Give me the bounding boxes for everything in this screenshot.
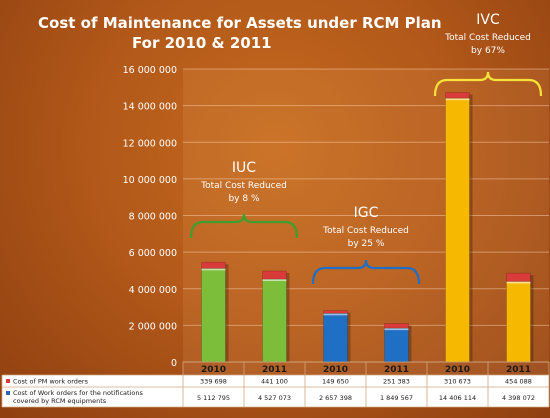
table-cell-pm: 339 698 [200, 378, 227, 386]
bar-highlight [262, 279, 287, 282]
table-cell-work-orders: 1 849 567 [380, 394, 413, 402]
legend-wo-label-line1: Cost of Work orders for the notification… [13, 389, 143, 397]
bar-highlight [323, 313, 348, 316]
y-tick-label: 16 000 000 [123, 65, 177, 76]
y-tick-label: 8 000 000 [129, 212, 177, 223]
bar-pm-igc-2011 [384, 323, 409, 329]
bracket-ivc [433, 71, 543, 97]
legend-pm-marker [6, 379, 10, 383]
table-header-year: 2010 [323, 365, 348, 375]
table-cell-pm: 149 650 [322, 378, 349, 386]
legend-wo-label: Cost of Work orders for the notification… [13, 389, 143, 405]
bar-highlight [445, 98, 470, 101]
table-cell-pm: 251 383 [383, 378, 410, 386]
group-label-ivc: IVC [476, 12, 500, 28]
group-note-line2-ivc: by 67% [471, 46, 505, 56]
bar-highlight [506, 281, 531, 284]
annotations: IUC Total Cost Reduced by 8 % IGC Total Cost… [189, 12, 543, 285]
y-axis: 0 2 000 000 4 000 000 6 000 000 8 000 000 10 … [123, 65, 177, 369]
bracket-iuc [189, 213, 299, 239]
legend-wo-label-line2: covered by RCM equipments [13, 397, 107, 405]
bar-work-orders-igc-2010 [323, 313, 348, 363]
group-label-iuc: IUC [232, 160, 256, 176]
bar-pm-igc-2010 [323, 310, 348, 314]
bar-work-orders-ivc-2010 [445, 97, 470, 363]
group-note-line2-iuc: by 8 % [228, 194, 259, 204]
table-cell-pm: 454 088 [505, 378, 532, 386]
y-tick-label: 0 [171, 358, 177, 369]
table-cell-work-orders: 5 112 795 [197, 394, 230, 402]
y-tick-label: 12 000 000 [123, 138, 177, 149]
y-tick-label: 14 000 000 [123, 102, 177, 113]
bar-highlight [201, 268, 226, 271]
table-header-year: 2011 [384, 365, 409, 375]
bar-pm-ivc-2011 [506, 272, 531, 282]
bars [201, 92, 534, 363]
group-note-line1-iuc: Total Cost Reduced [200, 181, 287, 191]
table-header-year: 2011 [506, 365, 531, 375]
y-tick-label: 6 000 000 [129, 248, 177, 259]
legend-pm-label: Cost of PM work orders [13, 378, 89, 386]
table-cell-work-orders: 4 527 073 [258, 394, 291, 402]
bar-work-orders-ivc-2011 [506, 281, 531, 363]
table-cell-work-orders: 2 657 398 [319, 394, 352, 402]
bar-work-orders-iuc-2011 [262, 278, 287, 363]
grid [183, 68, 549, 363]
table-cell-pm: 441 100 [261, 378, 288, 386]
legend-wo-marker [6, 391, 10, 395]
table-header-year: 2010 [445, 365, 470, 375]
bar-work-orders-igc-2011 [384, 327, 409, 363]
table-header-year: 2010 [201, 365, 226, 375]
bar-work-orders-iuc-2010 [201, 268, 226, 363]
bar-pm-iuc-2011 [262, 270, 287, 280]
group-note-line2-igc: by 25 % [348, 239, 385, 249]
table-background [2, 375, 549, 407]
table-cell-work-orders: 14 406 114 [439, 394, 476, 402]
table-cell-work-orders: 4 398 072 [502, 394, 535, 402]
bar-highlight [384, 328, 409, 331]
group-note-line1-ivc: Total Cost Reduced [444, 33, 531, 43]
chart-title-line1: Cost of Maintenance for Assets under RCM… [38, 14, 442, 32]
bar-pm-ivc-2010 [445, 92, 470, 99]
group-label-igc: IGC [354, 205, 379, 221]
y-tick-label: 4 000 000 [129, 285, 177, 296]
bracket-igc [311, 259, 421, 285]
table-cell-pm: 310 673 [444, 378, 471, 386]
group-note-line1-igc: Total Cost Reduced [322, 226, 409, 236]
table-header-year: 2011 [262, 365, 287, 375]
data-table: 2010 2011 2010 2011 2010 2011 Cost of PM work … [1, 361, 550, 408]
y-tick-label: 10 000 000 [123, 175, 177, 186]
y-tick-label: 2 000 000 [129, 321, 177, 332]
chart-title-line2: For 2010 & 2011 [132, 34, 272, 52]
bar-pm-iuc-2010 [201, 261, 226, 269]
